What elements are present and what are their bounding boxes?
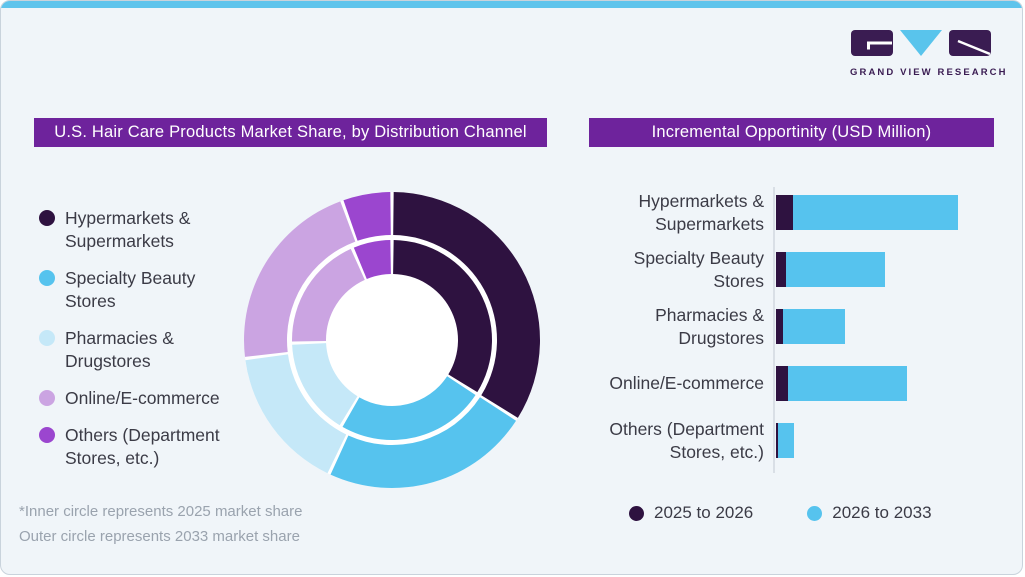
footnote-line-2: Outer circle represents 2033 market shar… <box>19 528 300 545</box>
gvr-logo: GRAND VIEW RESEARCH <box>850 29 1008 78</box>
legend-item-specialty-beauty: Specialty Beauty Stores <box>39 267 239 313</box>
donut-footnote: *Inner circle represents 2025 market sha… <box>19 499 302 549</box>
legend-swatch-icon <box>39 330 55 346</box>
logo-wordmark: GRAND VIEW RESEARCH <box>850 67 1008 78</box>
bar-segment-2025-2026 <box>776 366 788 401</box>
legend-item-others: Others (Department Stores, etc.) <box>39 424 239 470</box>
bar-segment-2025-2026 <box>776 252 786 287</box>
outer-ring-2033-segment-3 <box>244 201 356 357</box>
card-top-accent-strip <box>1 1 1022 8</box>
bar-category-label: Others (Department Stores, etc.) <box>609 418 764 462</box>
bar-row-specialty-beauty: Specialty Beauty Stores <box>594 247 1014 291</box>
footnote-line-1: *Inner circle represents 2025 market sha… <box>19 503 303 520</box>
legend-swatch-icon <box>39 427 55 443</box>
legend-label: 2026 to 2033 <box>832 503 932 522</box>
legend-swatch-icon <box>39 270 55 286</box>
outer-ring-2033-segment-4 <box>343 192 391 241</box>
donut-chart <box>242 190 542 490</box>
bar-category-label: Pharmacies & Drugstores <box>655 304 764 348</box>
inner-ring-2025-segment-2 <box>292 343 358 426</box>
donut-chart-svg <box>244 192 541 488</box>
right-panel-title: Incremental Opportinity (USD Million) <box>589 118 994 147</box>
gvr-logo-mark <box>851 30 991 56</box>
bar-row-others: Others (Department Stores, etc.) <box>594 418 1014 462</box>
legend-label: Hypermarkets & Supermarkets <box>65 208 191 251</box>
bar-segment-2025-2026 <box>776 309 784 344</box>
bar-category-label: Online/E-commerce <box>609 373 764 393</box>
donut-legend: Hypermarkets & Supermarkets Specialty Be… <box>39 207 239 470</box>
legend-item-2026-2033: 2026 to 2033 <box>807 503 932 522</box>
bar-chart-legend: 2025 to 2026 2026 to 2033 <box>629 504 932 522</box>
inner-ring-2025-segment-0 <box>393 240 492 393</box>
bar-segment-2026-2033 <box>786 252 886 287</box>
legend-label: 2025 to 2026 <box>654 503 754 522</box>
bar-row-online-ecommerce: Online/E-commerce <box>594 366 1014 401</box>
inner-ring-2025-segment-1 <box>342 376 476 440</box>
outer-ring-2033-segment-2 <box>245 354 347 474</box>
bar-segment-2025-2026 <box>776 195 794 230</box>
bar-segment-2026-2033 <box>783 309 846 344</box>
legend-label: Specialty Beauty Stores <box>65 268 196 311</box>
legend-label: Online/E-commerce <box>65 388 220 408</box>
left-panel-title: U.S. Hair Care Products Market Share, by… <box>34 118 547 147</box>
bar-chart: Hypermarkets & Supermarkets Specialty Be… <box>594 190 1014 480</box>
bar-row-pharmacies: Pharmacies & Drugstores <box>594 304 1014 348</box>
legend-swatch-icon <box>807 505 823 521</box>
bar-row-hypermarkets: Hypermarkets & Supermarkets <box>594 190 1014 234</box>
legend-label: Pharmacies & Drugstores <box>65 328 174 371</box>
inner-ring-2025-segment-3 <box>292 248 365 342</box>
bar-chart-axis <box>773 187 775 473</box>
bar-segment-2025-2026 <box>776 423 778 458</box>
bar-category-label: Hypermarkets & Supermarkets <box>638 190 764 234</box>
legend-item-hypermarkets: Hypermarkets & Supermarkets <box>39 207 239 253</box>
legend-item-2025-2026: 2025 to 2026 <box>629 504 753 522</box>
legend-swatch-icon <box>629 505 644 521</box>
legend-swatch-icon <box>39 210 55 226</box>
legend-item-pharmacies: Pharmacies & Drugstores <box>39 327 239 373</box>
inner-ring-2025-segment-4 <box>353 240 391 280</box>
bar-segment-2026-2033 <box>787 366 908 401</box>
legend-swatch-icon <box>39 390 55 406</box>
legend-label: Others (Department Stores, etc.) <box>65 425 220 468</box>
legend-item-online-ecommerce: Online/E-commerce <box>39 387 239 410</box>
outer-ring-2033-segment-1 <box>330 397 517 488</box>
bar-segment-2026-2033 <box>777 423 795 458</box>
bar-segment-2026-2033 <box>793 195 958 230</box>
outer-ring-2033-segment-0 <box>393 192 541 418</box>
bar-category-label: Specialty Beauty Stores <box>633 247 764 291</box>
logo-v-triangle <box>900 30 942 56</box>
